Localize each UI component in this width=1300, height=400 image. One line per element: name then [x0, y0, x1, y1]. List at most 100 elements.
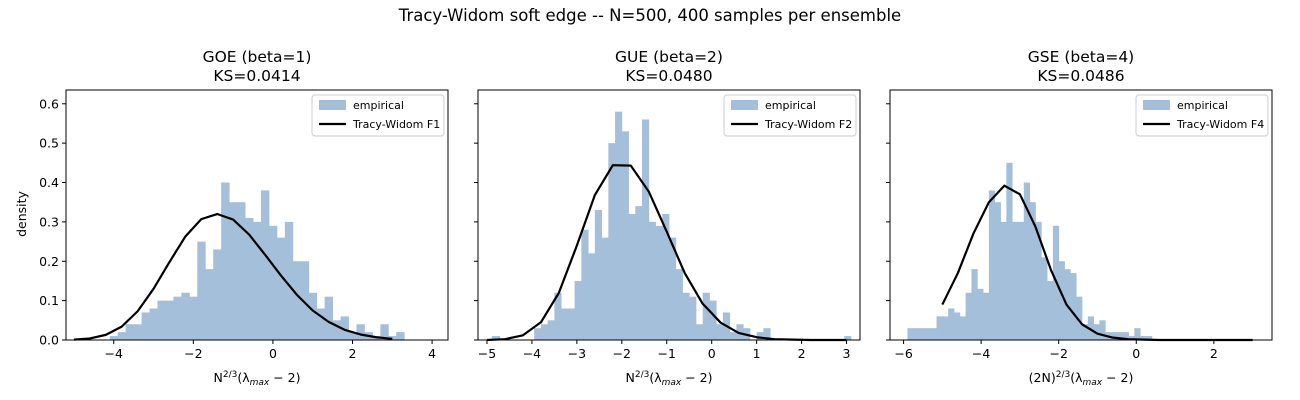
legend-hist-label: empirical [765, 99, 816, 112]
histogram-bar [588, 253, 596, 340]
x-axis-label-part: − 2) [1102, 370, 1133, 385]
x-axis-label-part: − 2) [681, 370, 712, 385]
histogram-bar [662, 214, 670, 340]
y-axis-label: density [14, 190, 29, 236]
histogram-bar [965, 292, 972, 340]
histogram-bar [669, 237, 677, 340]
x-tick-label: −4 [105, 346, 123, 361]
histogram-bar [994, 202, 1001, 340]
histogram-bar [141, 312, 150, 340]
y-tick-label: 0.5 [39, 136, 59, 151]
histogram-bar [642, 119, 650, 340]
x-axis-label: (2N)2/3(λmax − 2) [1029, 370, 1134, 388]
histogram-bar [1076, 296, 1083, 340]
y-tick-label: 0.1 [39, 293, 59, 308]
histogram-bar [173, 296, 182, 340]
histogram-bar [1111, 332, 1118, 340]
plot-frame [889, 89, 1273, 341]
tracy-widom-curve [486, 164, 847, 342]
histogram-bar [567, 308, 576, 340]
plot-frame [477, 89, 861, 341]
histogram-bar [1081, 324, 1089, 340]
panel-ks-statistic: KS=0.0486 [1037, 67, 1124, 85]
histogram-bar [348, 332, 357, 340]
x-axis-label-superscript: 2/3 [1056, 370, 1070, 380]
histogram-bar [648, 221, 656, 340]
histogram-bar [157, 300, 166, 340]
x-axis-label-part: N [626, 370, 635, 385]
legend-curve-label: Tracy-Widom F2 [764, 118, 852, 131]
x-axis-label-part: (λ [649, 370, 662, 385]
x-tick-label: −4 [972, 346, 990, 361]
histogram-bar [628, 214, 636, 340]
histogram-bar [675, 269, 683, 340]
x-tick-label: 4 [428, 346, 436, 361]
histogram-bar [1041, 257, 1048, 340]
panel-ks-statistic: KS=0.0414 [213, 67, 300, 85]
histogram-bar [237, 202, 246, 340]
histogram-bar [695, 324, 704, 340]
histogram-bar [635, 206, 643, 340]
histogram-bar [844, 336, 852, 340]
y-tick-label: 0.0 [39, 333, 59, 348]
histogram-bar [332, 320, 341, 340]
x-axis-label: N2/3(λmax − 2) [214, 370, 301, 388]
histogram-bar [133, 324, 143, 340]
x-tick-label: 1 [753, 346, 761, 361]
x-axis-label-part: − 2) [269, 370, 300, 385]
histogram-bar [268, 225, 278, 340]
figure-title: Tracy-Widom soft edge -- N=500, 400 samp… [398, 6, 901, 25]
y-tick-label: 0.2 [39, 254, 59, 269]
x-axis-label-subscript: max [250, 378, 270, 388]
histogram-bar [117, 332, 127, 340]
histogram-bar [1017, 221, 1025, 340]
histogram-bar [276, 237, 286, 340]
histogram-bar [581, 229, 589, 340]
histogram-bar [702, 292, 710, 340]
x-axis-label-part: (2N) [1029, 370, 1056, 385]
histogram-bar [756, 332, 764, 340]
legend-hist-swatch [731, 100, 758, 110]
histogram-bar [396, 332, 405, 340]
y-tick-label: 0.3 [39, 214, 59, 229]
histogram-bar [491, 336, 501, 340]
histogram-bar [913, 328, 920, 340]
histogram-bar [977, 288, 984, 340]
x-tick-label: −2 [184, 346, 202, 361]
histogram-bar [682, 292, 690, 340]
x-tick-label: −4 [523, 346, 541, 361]
histogram-bar [953, 312, 961, 340]
histogram-bar [971, 269, 978, 340]
x-axis-label-superscript: 2/3 [223, 370, 237, 380]
histogram-bar [540, 324, 549, 340]
legend-curve-label: Tracy-Widom F1 [352, 118, 440, 131]
x-tick-label: 2 [1210, 346, 1218, 361]
histogram-bar [1023, 182, 1031, 340]
x-axis-label-part: (λ [1070, 370, 1083, 385]
histogram-bars [907, 162, 1153, 340]
histogram-bar [615, 111, 623, 341]
histogram-bar [253, 221, 262, 340]
legend: empirical Tracy-Widom F2 [723, 94, 857, 137]
histogram-bar [380, 324, 389, 340]
histogram-bar [1087, 316, 1095, 340]
histogram-bar [948, 308, 955, 340]
histogram-bar [308, 292, 318, 340]
histogram-bar [547, 320, 555, 340]
x-tick-label: 3 [843, 346, 851, 361]
histogram-bar [716, 324, 724, 340]
panel-1: GOE (beta=1)KS=0.0414 −4 −2 0 2 4 0.0 0.1 0.2 0.3… [39, 48, 501, 388]
histogram-bar [189, 296, 198, 340]
histogram-bar [197, 241, 206, 340]
panel-2: GUE (beta=2)KS=0.0480 −5 −4 −3 −2 −1 0 1 2 3 N2/3(… [474, 48, 861, 388]
x-tick-label: −5 [478, 346, 496, 361]
histogram-bars [534, 111, 852, 341]
histogram-bar [221, 182, 230, 340]
histogram-bar [165, 300, 174, 340]
histogram-bar [655, 225, 663, 340]
x-tick-label: −6 [894, 346, 912, 361]
panel-ks-statistic: KS=0.0480 [625, 67, 712, 85]
histogram-bar [930, 328, 937, 340]
legend-hist-label: empirical [1177, 99, 1228, 112]
histogram-bar [245, 217, 254, 340]
